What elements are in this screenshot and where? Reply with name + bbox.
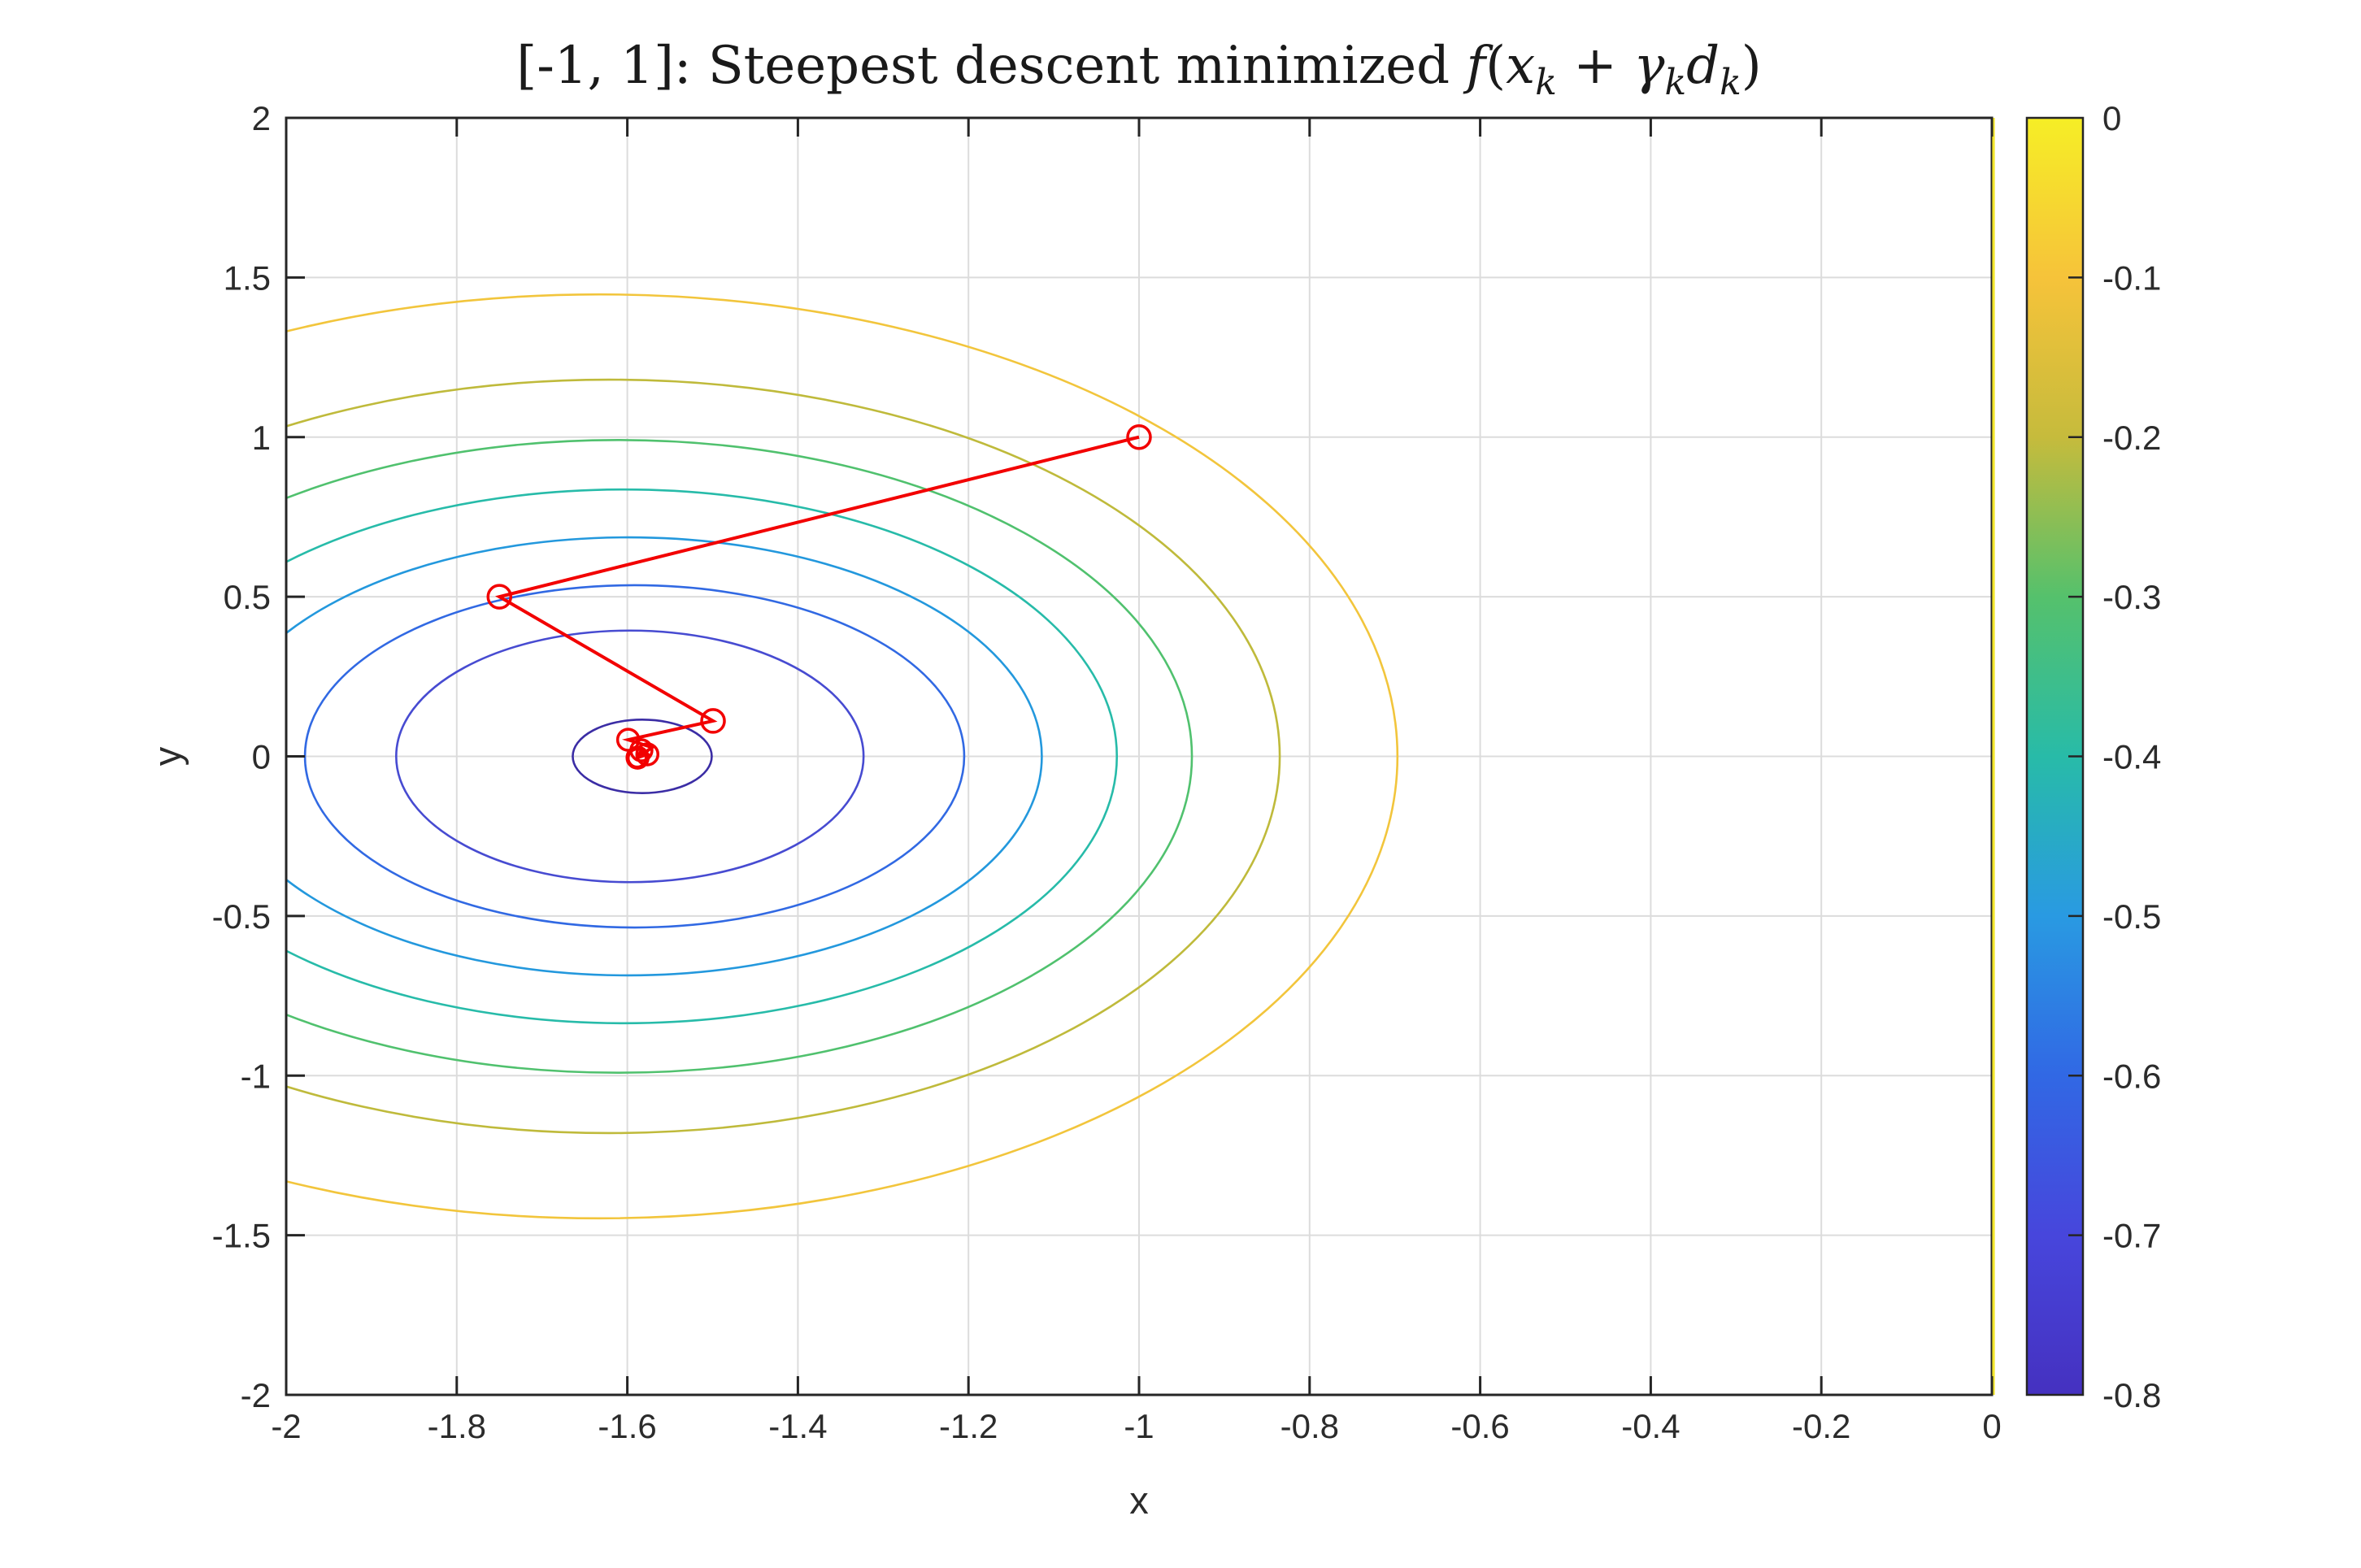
- colorbar-tick-label: -0.7: [2102, 1217, 2161, 1255]
- y-axis-label: y: [146, 746, 189, 766]
- colorbar-tick-label: -0.6: [2102, 1057, 2161, 1095]
- x-tick-label: 0: [1982, 1407, 2001, 1445]
- colorbar-tick-label: -0.1: [2102, 258, 2161, 297]
- contour-line-level--0.3: [287, 439, 1194, 1074]
- y-tick-label: 0.5: [224, 578, 271, 616]
- x-tick-label: -1.6: [598, 1407, 656, 1445]
- y-tick-label: -1.5: [212, 1217, 271, 1255]
- x-tick-label: -0.6: [1450, 1407, 1509, 1445]
- x-tick-label: -0.4: [1621, 1407, 1680, 1445]
- colorbar-tick-label: -0.8: [2102, 1376, 2161, 1414]
- contour-line-level--0.5: [287, 536, 1043, 977]
- x-tick-label: -1: [1124, 1407, 1154, 1445]
- contour-line-level--0.7: [395, 629, 865, 884]
- x-tick-label: -0.8: [1281, 1407, 1339, 1445]
- x-tick-label: -2: [271, 1407, 301, 1445]
- tick-marks: [285, 116, 1994, 1396]
- descent-point-marker: [700, 708, 726, 734]
- x-tick-label: -1.4: [768, 1407, 827, 1445]
- colorbar-tick-label: -0.4: [2102, 738, 2161, 776]
- contour-line-level--0.6: [303, 584, 966, 929]
- plot-title: [-1, 1]: Steepest descent minimized f(xk…: [516, 36, 1762, 103]
- y-tick-label: 1: [252, 419, 271, 457]
- descent-point-marker: [1126, 424, 1152, 450]
- colorbar-tick-label: -0.3: [2102, 578, 2161, 616]
- y-tick-label: -0.5: [212, 897, 271, 936]
- colorbar-tick-label: -0.2: [2102, 419, 2161, 457]
- colorbar-tick-label: 0: [2102, 99, 2121, 137]
- contour-line-level--0.8: [572, 719, 713, 794]
- descent-point-marker: [626, 747, 648, 769]
- x-tick-labels: -2 -1.8 -1.6 -1.4 -1.2 -1 -0.8 -0.6 -0.4 -0.2 0: [271, 1407, 2001, 1445]
- contour-line-level--0.4: [287, 488, 1118, 1025]
- y-tick-label: 2: [252, 99, 271, 137]
- y-tick-label: -1: [241, 1057, 271, 1095]
- descent-point-marker: [635, 742, 660, 767]
- colorbar-tick-label: -0.5: [2102, 897, 2161, 936]
- y-tick-label: 1.5: [224, 258, 271, 297]
- x-tick-label: -1.2: [939, 1407, 998, 1445]
- contour-lines: [287, 293, 1398, 1219]
- y-tick-label: 0: [252, 738, 271, 776]
- x-tick-label: -0.2: [1792, 1407, 1850, 1445]
- descent-point-marker: [486, 584, 512, 610]
- contour-line-level--0.1: [287, 293, 1398, 1219]
- x-axis-label: x: [1129, 1479, 1149, 1522]
- x-tick-label: -1.8: [428, 1407, 486, 1445]
- contour-line-level--0.2: [287, 378, 1281, 1135]
- y-tick-labels: 2 1.5 1 0.5 0 -0.5 -1 -1.5 -2: [212, 99, 271, 1414]
- y-tick-label: -2: [241, 1376, 271, 1414]
